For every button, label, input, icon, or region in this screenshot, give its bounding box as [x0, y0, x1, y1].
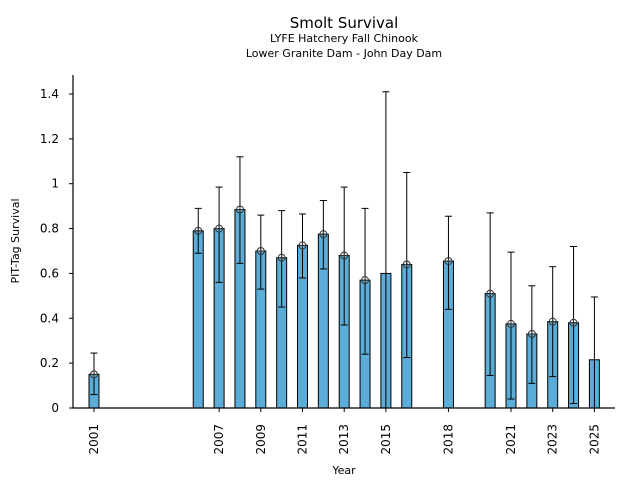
y-tick-label: 0.4 [40, 311, 59, 325]
x-tick-label: 2009 [254, 424, 268, 455]
chart-subtitle-2: Lower Granite Dam - John Day Dam [246, 47, 442, 60]
chart-title: Smolt Survival [290, 14, 399, 32]
y-tick-label: 0.2 [40, 356, 59, 370]
y-tick-label: 0.8 [40, 222, 59, 236]
x-tick-label: 2021 [504, 424, 518, 455]
x-tick-label: 2018 [441, 424, 455, 455]
plot-area: 0 0.2 0.4 0.6 0.8 1 1.2 1.4 2001 2007 2009 2011 2013… [40, 75, 615, 455]
bar-2006 [192, 230, 204, 409]
y-tick-label: 1 [51, 177, 59, 191]
y-tick-label: 1.4 [40, 87, 59, 101]
x-tick-label: 2013 [337, 424, 351, 455]
chart-subtitle-1: LYFE Hatchery Fall Chinook [270, 32, 419, 45]
y-tick-label: 0.6 [40, 266, 59, 280]
x-tick-label: 2025 [587, 424, 601, 455]
x-tick-label: 2007 [212, 424, 226, 455]
y-axis-label: PIT-Tag Survival [9, 198, 22, 283]
x-axis-label: Year [331, 464, 356, 477]
x-tick-label: 2023 [546, 424, 560, 455]
y-tick-label: 0 [51, 401, 59, 415]
y-tick-label: 1.2 [40, 132, 59, 146]
x-tick-label: 2011 [296, 424, 310, 455]
x-tick-label: 2015 [379, 424, 393, 455]
x-tick-label: 2001 [87, 424, 101, 455]
